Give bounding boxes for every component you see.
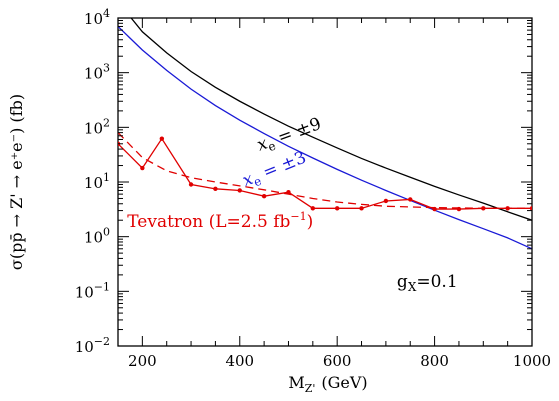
y-axis-label: σ(pp̄ → Z' → e⁺e⁻) (fb) xyxy=(7,94,26,270)
annotation-xe3: xe = ±3 xyxy=(240,148,310,193)
y-tick-label: 100 xyxy=(84,226,110,247)
data-point xyxy=(213,186,218,192)
series-line xyxy=(118,132,532,209)
data-point xyxy=(334,206,340,211)
x-tick-label: 1000 xyxy=(513,352,551,370)
plot-frame xyxy=(117,17,533,347)
series-3 xyxy=(118,132,532,209)
x-tick-label: 400 xyxy=(225,352,254,370)
data-point xyxy=(310,206,316,211)
data-point xyxy=(159,136,165,141)
plot-area xyxy=(117,17,533,347)
annotation-gx: gX=0.1 xyxy=(397,272,458,294)
annotations-layer: xe = ±9xe = ±3 Tevatron (L=2.5 fb−1) gX=0.… xyxy=(127,114,457,294)
series-0 xyxy=(130,18,532,221)
data-point xyxy=(188,182,194,187)
data-point xyxy=(383,198,389,204)
y-tick-label: 10−2 xyxy=(75,335,110,356)
x-tick-label: 600 xyxy=(323,352,352,370)
series-line xyxy=(130,18,532,221)
labels-layer: MZ' (GeV) σ(pp̄ → Z' → e⁺e⁻) (fb) xyxy=(7,94,368,395)
y-tick-label: 102 xyxy=(84,116,110,137)
x-tick-label: 200 xyxy=(128,352,157,370)
data-point xyxy=(237,188,242,193)
y-tick-label: 103 xyxy=(84,62,110,83)
data-point xyxy=(261,193,267,199)
y-tick-label: 101 xyxy=(84,171,110,192)
ticks-layer: 200 400 600 800 1000 10−2 10−1 100 101 102 103 104 xyxy=(75,7,551,370)
annotation-tevatron: Tevatron (L=2.5 fb−1) xyxy=(127,210,313,232)
y-tick-label: 10−1 xyxy=(75,280,110,301)
series-1 xyxy=(118,26,532,250)
series-layer xyxy=(118,18,532,250)
x-axis-label: MZ' (GeV) xyxy=(288,373,367,395)
annotation-xe9: xe = ±9 xyxy=(254,114,324,158)
series-line xyxy=(118,26,532,250)
data-point xyxy=(408,197,413,202)
data-point xyxy=(359,206,364,211)
y-tick-label: 104 xyxy=(84,7,110,28)
data-point xyxy=(140,165,145,171)
x-tick-label: 800 xyxy=(420,352,449,370)
